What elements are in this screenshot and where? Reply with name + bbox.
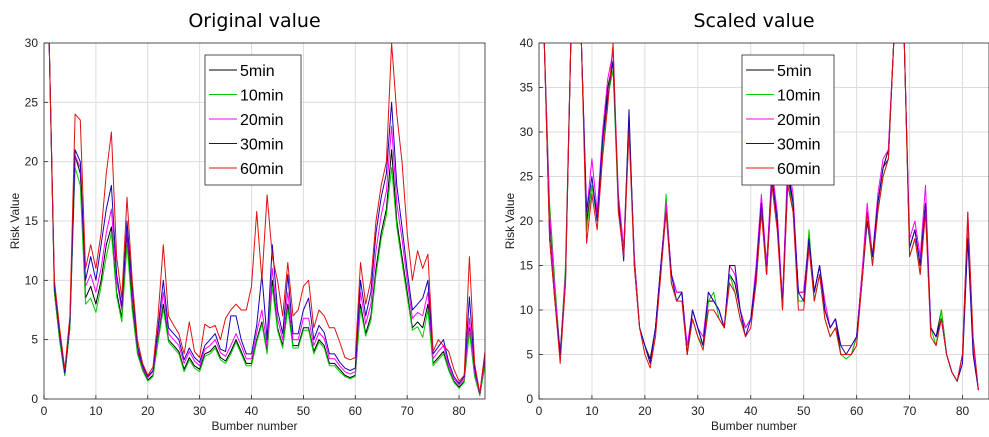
series-lines [48, 43, 485, 396]
x-axis-label: Bumber number [711, 419, 797, 433]
legend: 5min 10min 20min 30min 60min [204, 54, 302, 186]
legend-label: 30min [240, 137, 284, 154]
axis-ticks: 0 10 20 30 40 50 60 70 80 0 5 10 15 20 25 30 [25, 36, 466, 418]
x-tick-label: 70 [400, 404, 414, 418]
series-line-30min [48, 43, 485, 394]
y-axis-label: Risk Value [8, 192, 22, 249]
chart-title: Original value [188, 10, 320, 32]
y-tick-label: 5 [31, 333, 38, 347]
y-tick-label: 30 [520, 125, 534, 139]
legend-label: 5min [777, 63, 812, 80]
y-tick-label: 5 [526, 348, 533, 362]
y-tick-label: 20 [520, 214, 534, 228]
x-tick-label: 40 [245, 404, 259, 418]
chart-original-value: Original value 0 10 20 30 40 50 60 70 80 0 5 10 15 20 2… [8, 10, 486, 433]
x-tick-label: 50 [797, 404, 811, 418]
series-line-60min [48, 43, 485, 394]
y-tick-label: 20 [25, 155, 39, 169]
series-line-20min [48, 43, 485, 395]
series-line-60min [543, 43, 979, 391]
legend-box [204, 54, 302, 186]
x-tick-label: 30 [691, 404, 705, 418]
x-tick-label: 40 [744, 404, 758, 418]
x-tick-label: 80 [956, 404, 970, 418]
legend-label: 30min [777, 137, 821, 154]
chart-title: Scaled value [693, 10, 814, 32]
x-tick-label: 60 [349, 404, 363, 418]
axis-ticks: 0 10 20 30 40 50 60 70 80 0 5 10 15 20 25 30 35 40 [520, 36, 970, 418]
legend-label: 10min [240, 88, 284, 105]
y-tick-label: 0 [31, 392, 38, 406]
y-tick-label: 35 [520, 81, 534, 95]
x-tick-label: 20 [141, 404, 155, 418]
y-tick-label: 25 [520, 170, 534, 184]
y-tick-label: 25 [25, 95, 39, 109]
x-tick-label: 0 [536, 404, 543, 418]
x-tick-label: 20 [638, 404, 652, 418]
x-tick-label: 10 [585, 404, 599, 418]
y-tick-label: 15 [25, 214, 39, 228]
y-tick-label: 0 [526, 392, 533, 406]
legend-label: 5min [240, 63, 275, 80]
y-tick-label: 40 [520, 36, 534, 50]
x-tick-label: 30 [193, 404, 207, 418]
chart-scaled-value: Scaled value 0 10 20 30 40 50 60 70 80 0 5 10 15 20 25 3… [503, 10, 989, 433]
x-tick-label: 80 [452, 404, 466, 418]
series-line-10min [48, 43, 485, 396]
x-axis-label: Bumber number [211, 419, 297, 433]
legend-label: 10min [777, 88, 821, 105]
legend-box [741, 54, 835, 186]
x-tick-label: 50 [297, 404, 311, 418]
y-tick-label: 10 [520, 303, 534, 317]
x-tick-label: 70 [903, 404, 917, 418]
gridlines [539, 43, 989, 399]
y-tick-label: 15 [520, 259, 534, 273]
series-lines [543, 43, 979, 391]
legend-label: 60min [777, 161, 821, 178]
legend-label: 20min [777, 112, 821, 129]
x-tick-label: 60 [850, 404, 864, 418]
x-tick-label: 10 [89, 404, 103, 418]
legend-label: 60min [240, 161, 284, 178]
y-axis-label: Risk Value [503, 192, 517, 249]
y-tick-label: 10 [25, 273, 39, 287]
x-tick-label: 0 [41, 404, 48, 418]
legend-label: 20min [240, 112, 284, 129]
legend: 5min 10min 20min 30min 60min [741, 54, 835, 186]
y-tick-label: 30 [25, 36, 39, 50]
